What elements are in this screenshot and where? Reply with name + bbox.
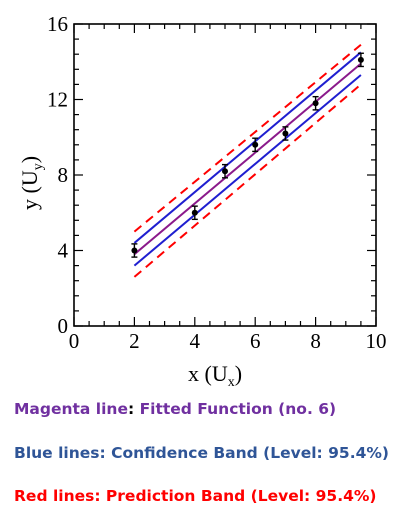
confidence-band-lower-line [133, 74, 362, 267]
chart: 0 2 4 6 8 10 0 4 8 12 16 x (Ux) y (Uy) [17, 12, 387, 390]
tick-labels-group: 0 2 4 6 8 10 0 4 8 12 16 [47, 12, 387, 353]
fitted-function-line [133, 62, 362, 256]
data-point [131, 247, 138, 254]
data-point [252, 141, 259, 148]
x-tick-label: 0 [69, 329, 80, 353]
y-axis-title: y (Uy) [17, 156, 46, 210]
data-point [357, 56, 364, 63]
x-tick-label: 2 [129, 329, 140, 353]
axes-group [73, 23, 377, 327]
confidence-band-upper-line [133, 51, 362, 244]
x-tick-label: 6 [250, 329, 261, 353]
y-tick-label: 16 [47, 12, 68, 36]
legend-confidence-band: Blue lines: Confidence Band (Level: 95.4… [14, 444, 390, 462]
x-tick-label: 10 [366, 329, 387, 353]
legend-fitted-function: Magenta line: Fitted Function (no. 6) [14, 400, 337, 418]
data-point [191, 209, 198, 216]
data-point [222, 168, 228, 175]
x-axis-title: x (Ux) [188, 361, 242, 390]
points-group [131, 52, 364, 258]
data-point [312, 100, 319, 107]
y-tick-label: 12 [47, 88, 68, 112]
y-tick-label: 0 [58, 314, 69, 338]
x-tick-label: 4 [190, 329, 201, 353]
x-tick-label: 8 [310, 329, 321, 353]
data-point [282, 130, 289, 137]
prediction-band-upper-line [133, 43, 362, 233]
legend-prediction-band: Red lines: Prediction Band (Level: 95.4%… [14, 487, 377, 505]
bands-group [133, 43, 362, 278]
y-tick-label: 4 [58, 239, 69, 263]
y-tick-label: 8 [58, 163, 69, 187]
prediction-band-lower-line [133, 83, 362, 278]
